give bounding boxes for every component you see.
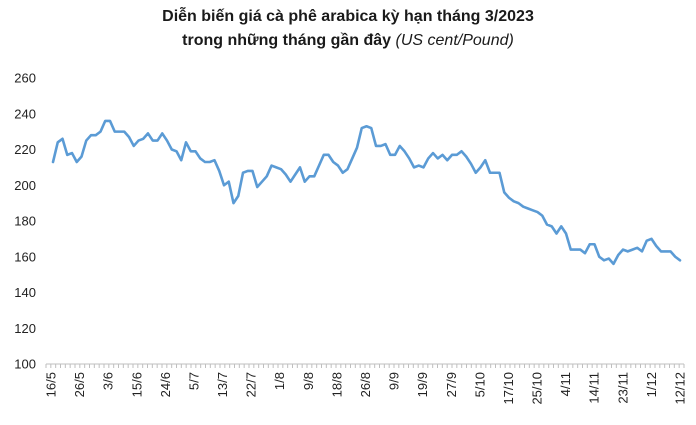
x-tick-label: 5/10 <box>472 372 487 397</box>
x-tick-label: 19/9 <box>415 372 430 397</box>
x-tick-label: 26/8 <box>358 372 373 397</box>
chart-subtitle: trong những tháng gần đây (US cent/Pound… <box>0 32 696 50</box>
chart-subtitle-unit: (US cent/Pound) <box>395 32 514 49</box>
x-tick-label: 13/7 <box>215 372 230 397</box>
x-tick-label: 15/6 <box>129 372 144 397</box>
x-tick-label: 26/5 <box>72 372 87 397</box>
chart-subtitle-main: trong những tháng gần đây <box>182 32 392 49</box>
y-tick-label: 200 <box>14 178 36 193</box>
x-tick-label: 3/6 <box>101 372 116 390</box>
y-tick-label: 140 <box>14 285 36 300</box>
x-tick-label: 4/11 <box>558 372 573 396</box>
x-tick-label: 1/8 <box>272 372 287 390</box>
y-tick-label: 120 <box>14 321 36 336</box>
x-tick-label: 9/9 <box>387 372 402 390</box>
chart-title: Diễn biến giá cà phê arabica kỳ hạn thán… <box>162 8 534 25</box>
x-tick-label: 1/12 <box>644 372 659 397</box>
x-tick-label: 18/8 <box>329 372 344 397</box>
y-tick-label: 260 <box>14 71 36 86</box>
x-tick-label: 25/10 <box>530 372 545 405</box>
y-tick-label: 160 <box>14 249 36 264</box>
x-tick-label: 9/8 <box>301 372 316 390</box>
x-tick-label: 22/7 <box>244 372 259 397</box>
x-tick-label: 27/9 <box>444 372 459 397</box>
x-tick-label: 5/7 <box>186 372 201 390</box>
x-tick-label: 23/11 <box>615 372 630 404</box>
y-tick-label: 180 <box>14 214 36 229</box>
y-tick-label: 240 <box>14 106 36 121</box>
x-tick-label: 16/5 <box>44 372 59 397</box>
x-tick-label: 12/12 <box>673 372 688 405</box>
x-tick-label: 14/11 <box>587 372 602 404</box>
y-tick-label: 100 <box>14 357 36 372</box>
y-tick-label: 220 <box>14 142 36 157</box>
x-tick-label: 17/10 <box>501 372 516 405</box>
series-line <box>51 119 682 266</box>
x-tick-label: 24/6 <box>158 372 173 397</box>
